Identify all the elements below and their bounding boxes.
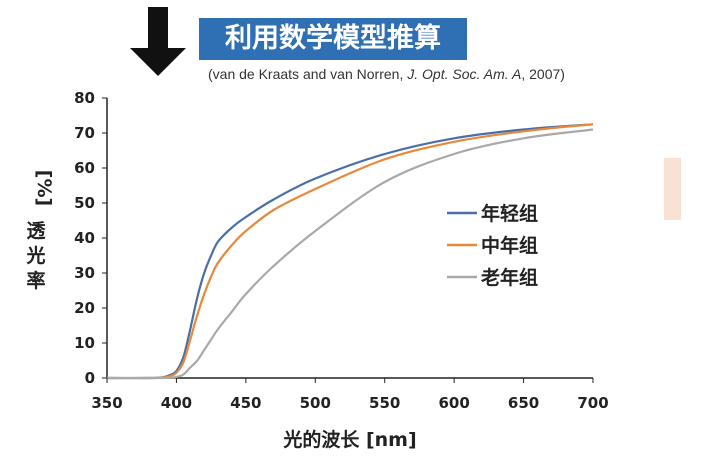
series-layer	[106, 123, 594, 380]
y-tick-label: 80	[74, 89, 95, 107]
x-tick-label: 450	[230, 394, 261, 412]
y-axis-title-char: 率	[26, 269, 45, 292]
legend-label: 老年组	[481, 266, 538, 289]
x-tick-label: 550	[369, 394, 400, 412]
legend-label: 年轻组	[481, 202, 538, 225]
series-line-中年组	[106, 123, 594, 380]
y-tick-label: 70	[74, 124, 95, 142]
y-axis-title-char: 透	[26, 220, 46, 242]
y-axis-unit: [%]	[33, 170, 55, 206]
axis-labels: 光的波长 [nm] [%] 透光率	[25, 170, 416, 451]
y-tick-label: 50	[74, 194, 95, 212]
legend-label: 中年组	[481, 234, 538, 257]
y-axis-title-char: 光	[25, 244, 45, 267]
y-tick-label: 20	[74, 299, 95, 317]
citation-journal: J. Opt. Soc. Am. A	[407, 66, 522, 82]
citation: (van de Kraats and van Norren, J. Opt. S…	[208, 66, 688, 82]
x-tick-label: 500	[300, 394, 331, 412]
ticks-layer: 0 10 20 30 40 50 60 70 80 350 400 450 500 550 600 650 70…	[74, 89, 609, 412]
citation-suffix: , 2007)	[521, 66, 565, 82]
x-axis-title: 光的波长 [nm]	[282, 428, 416, 451]
citation-prefix: (van de Kraats and van Norren,	[208, 66, 408, 82]
y-tick-label: 30	[74, 264, 95, 282]
y-tick-label: 10	[74, 334, 95, 352]
x-tick-label: 350	[91, 394, 122, 412]
x-tick-label: 700	[577, 394, 608, 412]
y-tick-label: 60	[74, 159, 95, 177]
x-tick-label: 400	[161, 394, 192, 412]
series-line-老年组	[106, 128, 594, 380]
y-tick-label: 0	[85, 369, 95, 387]
x-tick-label: 600	[438, 394, 469, 412]
chart-title: 利用数学模型推算	[199, 18, 467, 60]
side-color-bar	[664, 158, 681, 220]
x-tick-label: 650	[508, 394, 539, 412]
y-tick-label: 40	[74, 229, 95, 247]
